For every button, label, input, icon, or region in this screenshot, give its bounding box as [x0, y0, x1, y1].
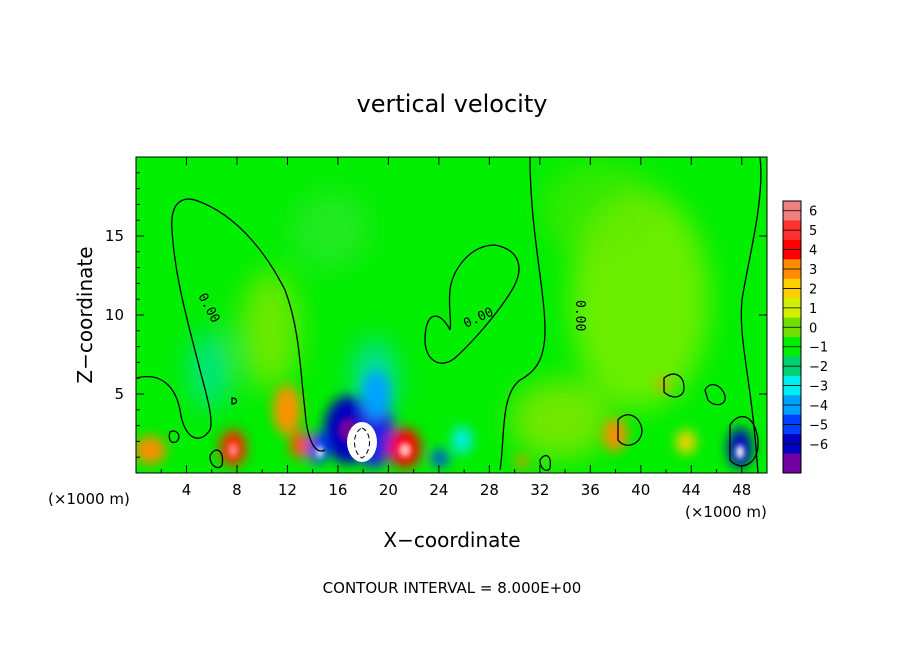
colorbar-label: 1	[809, 302, 817, 317]
colorbar-label: 4	[809, 244, 817, 259]
x-axis-label: X−coordinate	[383, 528, 520, 552]
colorbar-label: −4	[809, 399, 828, 414]
x-tick-label: 44	[682, 481, 701, 499]
x-tick-label: 48	[732, 481, 751, 499]
colorbar-label: −2	[809, 360, 828, 375]
colorbar-label: 5	[809, 224, 817, 239]
colorbar-label: 2	[809, 282, 817, 297]
x-tick-label: 12	[278, 481, 297, 499]
x-tick-label: 8	[232, 481, 242, 499]
colorbar-label: −6	[809, 438, 828, 453]
chart-title: vertical velocity	[357, 90, 548, 118]
contour-label: 0.00	[572, 300, 587, 331]
y-tick-label: 10	[105, 306, 124, 324]
negative-contour	[354, 427, 370, 459]
colorbar-label: 3	[809, 263, 817, 278]
x-unit-label-right: (×1000 m)	[685, 503, 767, 521]
colorbar: 6 5 4 3 2 1 0 −1 −2 −3 −4 −5 −6	[782, 200, 828, 474]
y-tick-label: 15	[105, 227, 124, 245]
x-tick-label: 20	[379, 481, 398, 499]
contour-interval-footer: CONTOUR INTERVAL = 8.000E+00	[323, 579, 582, 597]
smooth-field	[190, 160, 710, 460]
colorbar-label: −1	[809, 341, 828, 356]
plot-area	[136, 157, 767, 473]
colorbar-label: −3	[809, 380, 828, 395]
x-unit-label-left: (×1000 m)	[48, 490, 130, 508]
y-axis-label: Z−coordinate	[73, 246, 97, 383]
colorbar-frame	[782, 200, 802, 474]
x-tick-label: 16	[328, 481, 347, 499]
colorbar-label: −5	[809, 418, 828, 433]
updraft-core	[347, 422, 377, 462]
colorbar-label: 6	[809, 205, 817, 220]
x-tick-label: 40	[631, 481, 650, 499]
x-tick-label: 36	[581, 481, 600, 499]
x-tick-label: 24	[429, 481, 448, 499]
y-tick-label: 5	[114, 385, 124, 403]
x-tick-label: 28	[480, 481, 499, 499]
colorbar-swatch	[783, 453, 801, 474]
zero-contours	[136, 157, 762, 473]
x-tick-label: 32	[530, 481, 549, 499]
colorbar-label: 0	[809, 321, 817, 336]
x-tick-label: 4	[182, 481, 192, 499]
